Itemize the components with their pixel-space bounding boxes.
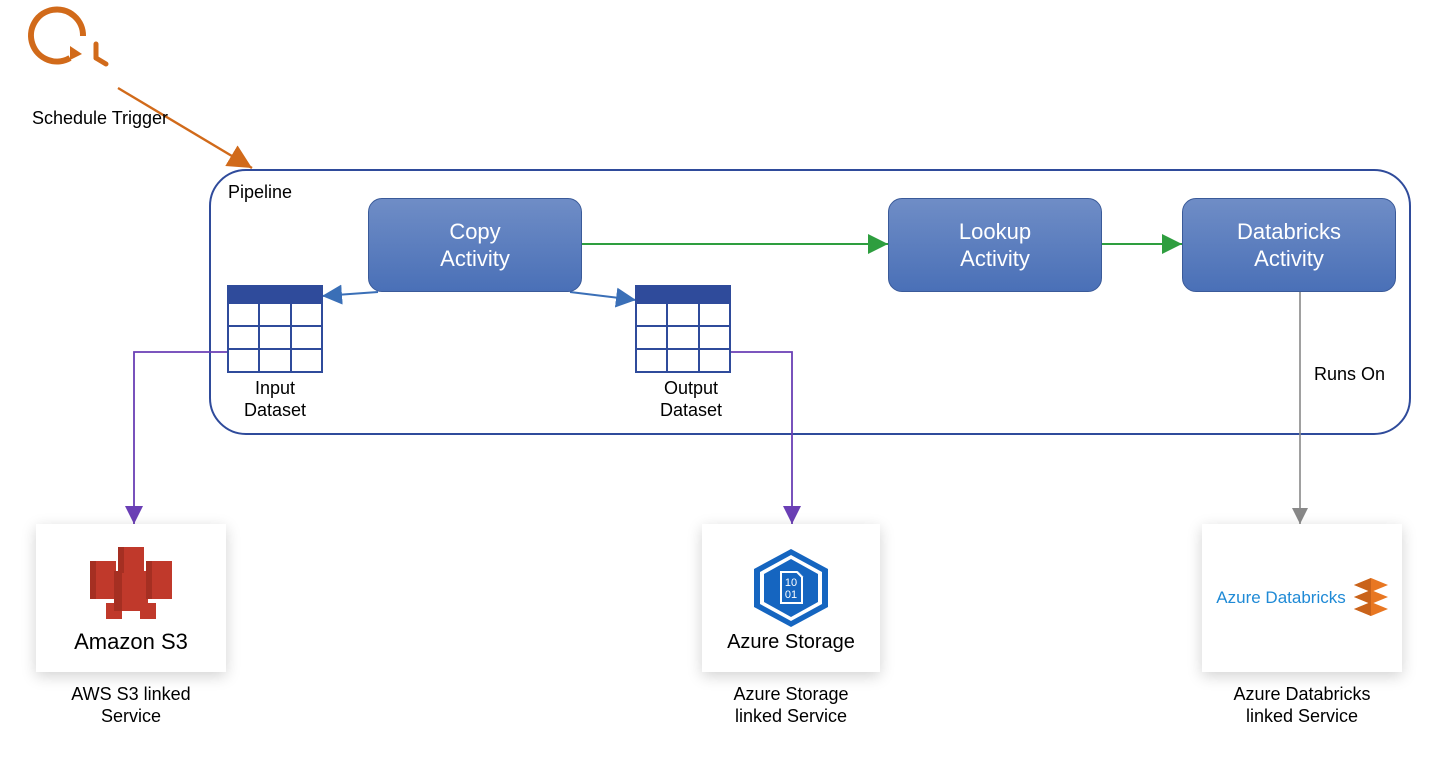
lookup-activity-box: Lookup Activity [888,198,1102,292]
azure-databricks-service-label: Azure Databricks linked Service [1186,684,1418,727]
svg-text:01: 01 [785,589,797,601]
azure-storage-icon: 10 01 [746,543,836,633]
copy-activity-box: Copy Activity [368,198,582,292]
input-dataset-label: Input Dataset [228,378,322,421]
input-dataset-icon [228,286,322,372]
azure-storage-service-card: 10 01 Azure Storage [702,524,880,672]
svg-text:10: 10 [785,577,797,589]
arrow-copy-output [570,292,636,300]
azure-storage-card-title: Azure Storage [727,631,855,654]
pipeline-label: Pipeline [228,182,292,204]
schedule-trigger-icon [31,9,106,64]
azure-storage-service-label: Azure Storage linked Service [688,684,894,727]
arrow-input-s3 [134,352,228,524]
arrow-copy-input [322,292,378,296]
output-dataset-label: Output Dataset [636,378,746,421]
amazon-s3-icon [76,541,186,631]
databricks-icon [1354,578,1388,618]
copy-activity-label: Copy Activity [440,218,510,273]
azure-databricks-service-card: Azure Databricks [1202,524,1402,672]
databricks-activity-label: Databricks Activity [1237,218,1341,273]
azure-databricks-card-text: Azure Databricks [1216,588,1345,608]
schedule-trigger-label: Schedule Trigger [20,108,180,130]
s3-service-card: Amazon S3 [36,524,226,672]
runs-on-label: Runs On [1314,364,1385,386]
output-dataset-icon [636,286,730,372]
lookup-activity-label: Lookup Activity [959,218,1031,273]
s3-service-label: AWS S3 linked Service [36,684,226,727]
databricks-activity-box: Databricks Activity [1182,198,1396,292]
s3-card-title: Amazon S3 [74,629,188,655]
